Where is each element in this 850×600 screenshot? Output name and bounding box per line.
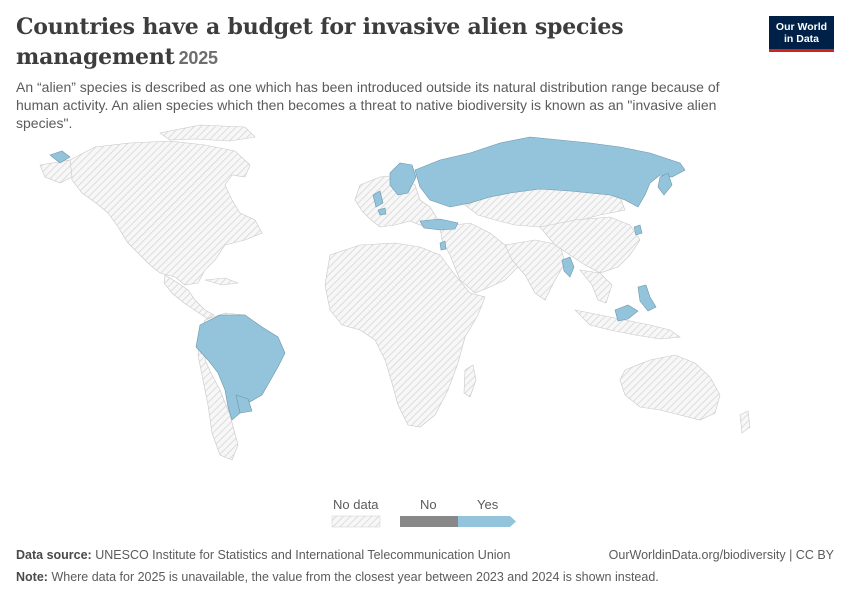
- region-uk: [372, 190, 384, 208]
- note-label: Note:: [16, 570, 48, 584]
- region-israel: [439, 240, 447, 251]
- note-line: Note: Where data for 2025 is unavailable…: [16, 570, 834, 584]
- owid-logo[interactable]: Our World in Data: [769, 16, 834, 52]
- region-iceland: [49, 150, 71, 164]
- region-malaysia: [614, 304, 639, 322]
- region-scandinavia: [389, 162, 417, 196]
- region-central-america: [163, 274, 215, 320]
- yes-land: [49, 136, 686, 421]
- no-data-land: [39, 124, 751, 461]
- legend-yes-swatch: [458, 516, 516, 527]
- region-south-korea: [633, 224, 643, 236]
- legend-no-data-label: No data: [333, 497, 379, 512]
- legend-no-label: No: [420, 497, 437, 512]
- region-uruguay: [235, 394, 253, 414]
- map-legend: No data No Yes: [330, 497, 530, 531]
- region-turkey: [419, 218, 459, 231]
- logo-line-2: in Data: [783, 33, 819, 45]
- region-caribbean: [204, 277, 239, 286]
- legend-no-swatch: [400, 516, 458, 527]
- legend-yes-label: Yes: [477, 497, 499, 512]
- region-belgium: [377, 207, 387, 216]
- region-philippines: [637, 284, 657, 312]
- logo-line-1: Our World: [775, 21, 828, 33]
- world-map: [39, 124, 751, 461]
- region-arctic-islands: [159, 124, 256, 142]
- region-south-asia: [504, 239, 566, 301]
- region-alaska: [39, 159, 73, 184]
- chart-title: Countries have a budget for invasive ali…: [16, 12, 756, 73]
- legend-no-data-swatch: [331, 515, 381, 528]
- region-madagascar: [463, 364, 477, 398]
- region-southeast-asia: [579, 269, 613, 304]
- chart-subtitle: An “alien” species is described as one w…: [16, 79, 720, 131]
- source-url[interactable]: OurWorldinData.org/biodiversity | CC BY: [608, 548, 834, 562]
- region-myanmar: [561, 256, 575, 278]
- region-russia: [414, 136, 686, 208]
- note-text: Where data for 2025 is unavailable, the …: [51, 570, 659, 584]
- legend-swatches: [331, 515, 516, 528]
- title-year: 2025: [178, 48, 218, 68]
- chart-header: Countries have a budget for invasive ali…: [16, 12, 756, 132]
- region-indonesia: [574, 309, 681, 340]
- data-source-line: Data source: UNESCO Institute for Statis…: [16, 548, 834, 562]
- region-north-america: [69, 140, 263, 286]
- region-brazil: [195, 314, 286, 421]
- region-east-asia: [539, 216, 641, 274]
- region-australia: [619, 354, 721, 421]
- region-japan: [657, 172, 673, 196]
- title-text: Countries have a budget for invasive ali…: [16, 14, 624, 70]
- region-middle-east: [439, 222, 521, 294]
- source-label: Data source:: [16, 548, 92, 562]
- region-new-zealand: [739, 410, 751, 434]
- region-africa: [324, 242, 486, 428]
- source-text: UNESCO Institute for Statistics and Inte…: [95, 548, 511, 562]
